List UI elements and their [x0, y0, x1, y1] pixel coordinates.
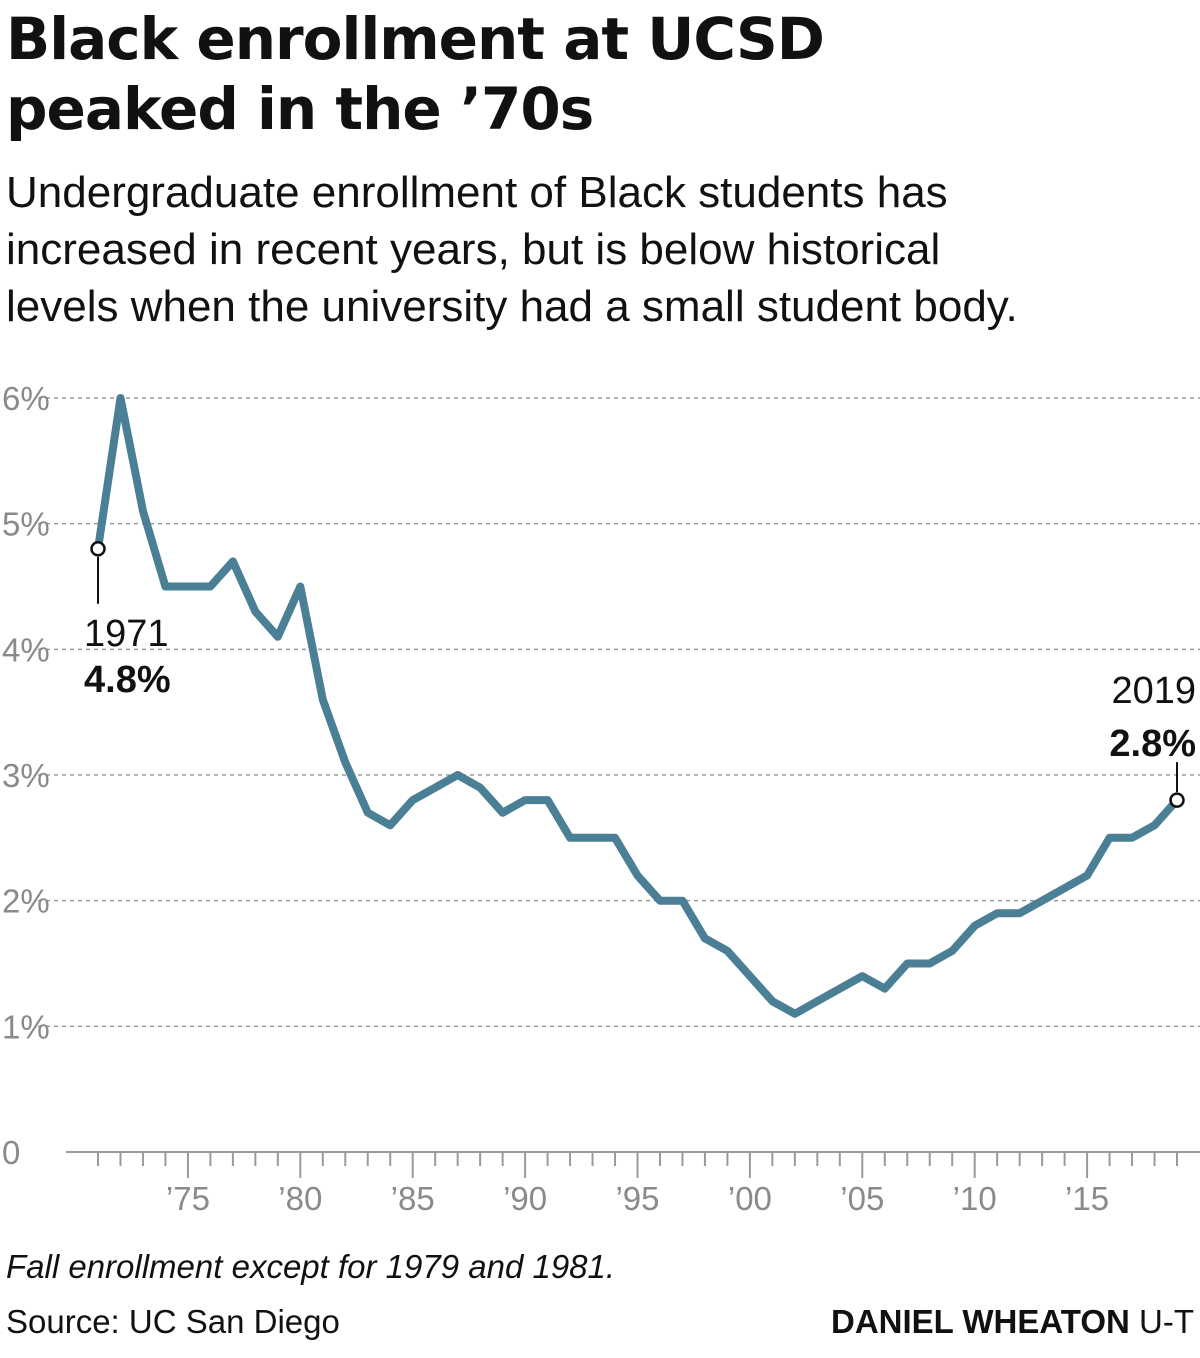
series-line: [94, 394, 1181, 1018]
y-tick-label: 3%: [2, 757, 50, 794]
footnote: Fall enrollment except for 1979 and 1981…: [6, 1248, 616, 1285]
gridlines: 0 1% 2% 3% 4% 5% 6%: [2, 380, 1200, 1171]
line-chart: 0 1% 2% 3% 4% 5% 6% ’75 ’80 ’85 ’90 ’95 ’00 ’05 ’10 ’1…: [2, 380, 1200, 1217]
annotation-value-label: 4.8%: [84, 659, 171, 701]
credit-name: DANIEL WHEATON: [831, 1303, 1130, 1340]
y-tick-label: 4%: [2, 631, 50, 668]
annotation-marker: [1169, 792, 1185, 808]
x-tick-label: ’00: [728, 1180, 772, 1217]
y-tick-label: 6%: [2, 380, 50, 417]
x-axis: ’75 ’80 ’85 ’90 ’95 ’00 ’05 ’10 ’15: [66, 1151, 1200, 1217]
y-tick-label: 0: [2, 1134, 20, 1171]
x-tick-label: ’15: [1065, 1180, 1109, 1217]
credit-line: DANIEL WHEATON U-T: [831, 1303, 1194, 1341]
subtitle-line-2: increased in recent years, but is below …: [6, 225, 941, 274]
source-line: Source: UC San Diego: [6, 1303, 340, 1340]
subtitle-line-3: levels when the university had a small s…: [6, 282, 1018, 331]
annotation-year-label: 2019: [1111, 670, 1196, 712]
y-tick-label: 1%: [2, 1008, 50, 1045]
x-tick-label: ’10: [953, 1180, 997, 1217]
x-tick-label: ’85: [391, 1180, 435, 1217]
chart-subtitle: Undergraduate enrollment of Black studen…: [6, 164, 1200, 335]
chart-title: Black enrollment at UCSD peaked in the ’…: [6, 4, 1196, 144]
annotation-marker: [90, 541, 106, 557]
annotation-value-label: 2.8%: [1109, 723, 1196, 765]
x-tick-label: ’75: [166, 1180, 210, 1217]
x-tick-label: ’05: [840, 1180, 884, 1217]
credit-org: U-T: [1129, 1303, 1194, 1340]
x-tick-label: ’95: [615, 1180, 659, 1217]
y-tick-label: 2%: [2, 883, 50, 920]
subtitle-line-1: Undergraduate enrollment of Black studen…: [6, 168, 948, 217]
x-tick-label: ’80: [278, 1180, 322, 1217]
title-line-2: peaked in the ’70s: [6, 75, 594, 143]
y-tick-label: 5%: [2, 506, 50, 543]
series-layer: [94, 394, 1181, 1018]
title-line-1: Black enrollment at UCSD: [6, 5, 825, 73]
annotation-year-label: 1971: [84, 613, 169, 655]
x-tick-label: ’90: [503, 1180, 547, 1217]
